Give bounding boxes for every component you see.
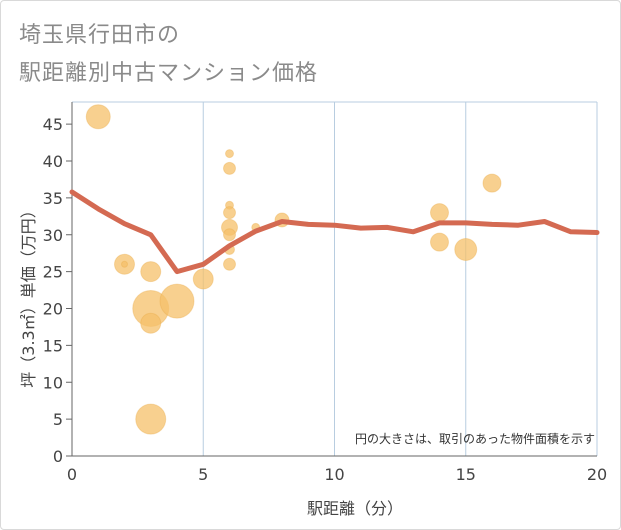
bubble-point <box>121 260 128 268</box>
x-axis-label: 駅距離（分） <box>307 499 403 518</box>
y-tick-label: 5 <box>53 410 63 429</box>
bubble-point <box>140 312 162 334</box>
y-tick-label: 20 <box>43 300 63 319</box>
bubble-point <box>85 104 111 130</box>
y-tick-label: 45 <box>43 115 63 134</box>
bubble-point <box>140 261 162 283</box>
bubble-point <box>223 228 236 242</box>
x-tick-label: 5 <box>198 465 208 484</box>
chart-title-line1: 埼玉県行田市の <box>19 23 181 48</box>
bubble-point <box>225 149 234 159</box>
x-tick-label: 15 <box>456 465 476 484</box>
bubble-point <box>223 161 236 175</box>
grid <box>72 101 598 456</box>
y-axis-label: 坪（3.3㎡）単価（万円） <box>19 202 38 387</box>
bubble-point <box>135 403 167 435</box>
y-tick-label: 10 <box>43 373 63 392</box>
bubble-point <box>430 203 449 223</box>
bubble-point <box>430 232 449 252</box>
bubble-point <box>223 206 236 220</box>
x-tick-label: 0 <box>67 465 77 484</box>
bubble-size-note: 円の大きさは、取引のあった物件面積を示す <box>355 431 595 446</box>
series-line <box>69 189 600 275</box>
chart-title-line2: 駅距離別中古マンション価格 <box>19 61 319 86</box>
y-tick-label: 40 <box>43 152 63 171</box>
y-tick-label: 0 <box>53 447 63 466</box>
y-tick-label: 15 <box>43 336 63 355</box>
tick-labels: 0 5 10 15 20 25 30 35 40 45 0 5 10 15 20 <box>43 115 608 484</box>
x-tick-label: 10 <box>324 465 344 484</box>
axes <box>66 102 597 457</box>
bubble-point <box>482 173 502 193</box>
bubble-point <box>454 238 478 261</box>
y-tick-label: 30 <box>43 226 63 245</box>
bubbles <box>85 104 502 435</box>
y-tick-label: 25 <box>43 263 63 282</box>
y-tick-label: 35 <box>43 189 63 208</box>
bubble-point <box>159 283 195 319</box>
bubble-point <box>223 257 236 271</box>
bubble-point <box>192 268 214 290</box>
average-line <box>69 189 600 275</box>
x-tick-label: 20 <box>587 465 607 484</box>
